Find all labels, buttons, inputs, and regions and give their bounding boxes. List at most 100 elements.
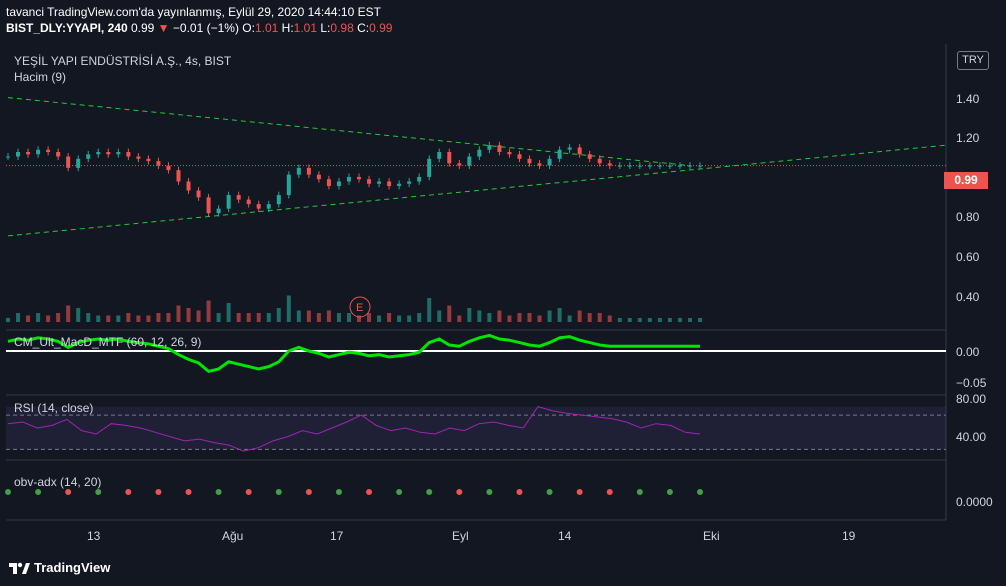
- candle-body: [236, 195, 241, 200]
- published-text: tavanci TradingView.com'da yayınlanmış, …: [6, 5, 381, 19]
- volume-bar: [367, 313, 372, 322]
- candle-body: [397, 183, 402, 186]
- candle-body: [477, 149, 482, 157]
- trendline-upper: [7, 97, 691, 167]
- tradingview-logo-icon[interactable]: [8, 559, 30, 577]
- change-value: −0.01 (−1%): [172, 21, 239, 35]
- candle-body: [256, 204, 261, 209]
- volume-bar: [136, 315, 141, 322]
- volume-bar: [387, 313, 392, 322]
- volume-bar: [316, 313, 321, 322]
- volume-bar: [326, 310, 331, 322]
- currency-button[interactable]: TRY: [957, 51, 989, 70]
- candle-body: [306, 167, 311, 175]
- x-tick-eki: Eki: [703, 529, 720, 543]
- obv-dot: [546, 489, 553, 495]
- candle-body: [56, 152, 61, 157]
- x-tick-eyl: Eyl: [452, 529, 469, 543]
- volume-bar: [216, 313, 221, 322]
- chart-canvas[interactable]: E: [0, 0, 1006, 552]
- high-label: H:: [281, 21, 294, 35]
- symbol-label[interactable]: BIST_DLY:YYAPI, 240: [6, 21, 128, 35]
- volume-bar: [587, 313, 592, 322]
- obv-dot: [95, 489, 102, 495]
- candle-body: [166, 165, 171, 171]
- volume-bar: [417, 313, 422, 322]
- volume-bar: [657, 318, 662, 322]
- candle-body: [116, 152, 121, 155]
- candle-body: [507, 152, 512, 155]
- candle-body: [266, 204, 271, 209]
- volume-bar: [537, 315, 542, 322]
- obv-dot: [335, 489, 342, 495]
- footer-brand[interactable]: TradingView: [34, 560, 111, 575]
- obv-dot: [155, 489, 162, 495]
- candle-body: [36, 149, 41, 155]
- candle-body: [66, 156, 71, 168]
- candle-body: [577, 147, 582, 155]
- volume-bar: [567, 315, 572, 322]
- candle-body: [407, 181, 412, 184]
- obv-dot: [576, 489, 583, 495]
- volume-bar: [677, 318, 682, 322]
- candle-body: [176, 170, 181, 182]
- candle-body: [26, 152, 31, 155]
- volume-bar: [176, 305, 181, 322]
- header-published: tavanci TradingView.com'da yayınlanmış, …: [6, 5, 381, 20]
- candle-body: [537, 163, 542, 166]
- x-tick-17: 17: [330, 529, 344, 543]
- rsi-label: RSI (14, close): [14, 401, 94, 415]
- volume-bar: [236, 313, 241, 322]
- volume-bar: [186, 308, 191, 322]
- last-price: 0.99: [130, 21, 155, 35]
- obv-dot: [636, 489, 643, 495]
- footer: [0, 552, 1006, 586]
- candle-body: [587, 154, 592, 159]
- volume-bar: [86, 313, 91, 322]
- volume-bar: [377, 315, 382, 322]
- volume-bar: [156, 313, 161, 322]
- volume-bar: [126, 313, 131, 322]
- rsi-tick-40: 40.00: [956, 430, 987, 444]
- candle-body: [617, 165, 622, 167]
- volume-bar: [447, 305, 452, 322]
- volume-bar: [46, 315, 51, 322]
- candle-body: [226, 195, 231, 209]
- volume-bar: [196, 310, 201, 322]
- volume-bar: [407, 315, 412, 322]
- volume-bar: [477, 310, 482, 322]
- volume-bar: [427, 298, 432, 322]
- open-value: 1.01: [254, 21, 279, 35]
- volume-bar: [166, 313, 171, 322]
- volume-bar: [346, 313, 351, 322]
- volume-bar: [577, 310, 582, 322]
- volume-bar: [56, 313, 61, 322]
- candle-body: [597, 158, 602, 164]
- volume-bar: [336, 313, 341, 322]
- volume-bar: [286, 295, 291, 322]
- obv-dot: [697, 489, 703, 495]
- candle-body: [497, 145, 502, 152]
- obv-dot: [366, 489, 373, 495]
- candle-body: [286, 174, 291, 196]
- obv-dot: [396, 489, 403, 495]
- price-badge: 0.99: [944, 172, 988, 189]
- obv-label: obv-adx (14, 20): [14, 475, 102, 489]
- obv-dot: [426, 489, 433, 495]
- candle-body: [336, 181, 341, 186]
- candle-body: [6, 156, 10, 158]
- volume-bar: [467, 308, 472, 322]
- candle-body: [467, 156, 472, 166]
- x-tick-14: 14: [558, 529, 572, 543]
- candle-body: [326, 179, 331, 186]
- candle-body: [206, 197, 211, 214]
- obv-dot: [215, 489, 222, 495]
- obv-dot: [486, 489, 493, 495]
- candle-body: [346, 176, 351, 182]
- candle-body: [667, 165, 672, 167]
- y-tick-4: 0.80: [956, 210, 980, 224]
- obv-tick-0: 0.0000: [956, 495, 993, 509]
- obv-dot: [456, 489, 463, 495]
- volume-bar: [517, 313, 522, 322]
- volume-bar: [116, 315, 121, 322]
